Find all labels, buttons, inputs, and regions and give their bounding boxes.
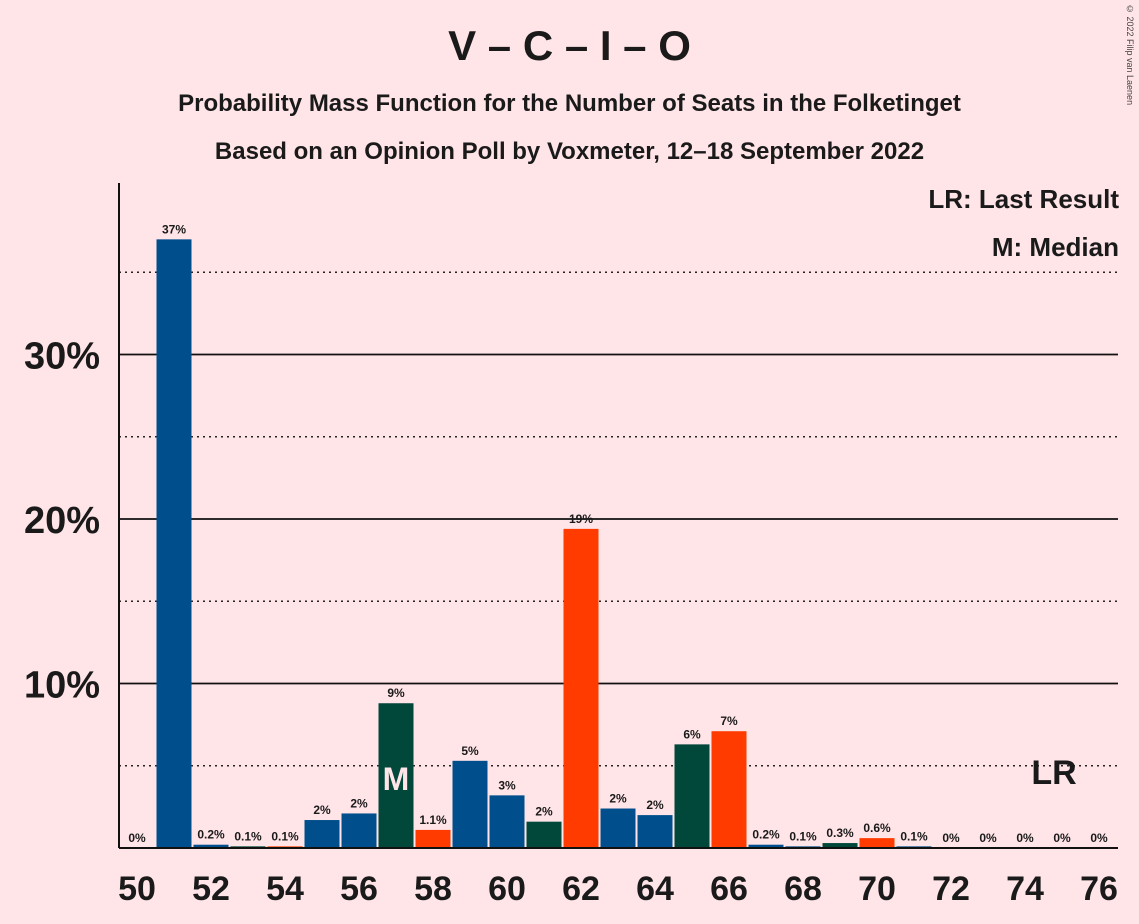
x-tick-label: 62 <box>562 870 600 908</box>
x-tick-label: 64 <box>636 870 674 908</box>
data-label: 0.3% <box>826 826 854 840</box>
last-result-marker: LR <box>1031 754 1076 792</box>
data-label: 9% <box>387 686 405 700</box>
data-label: 2% <box>313 803 331 817</box>
bar-seat-66 <box>711 731 747 848</box>
y-tick-label: 10% <box>24 665 100 707</box>
bar-seat-70 <box>859 838 895 848</box>
chart-title: V – C – I – O <box>448 22 691 69</box>
data-label: 0.1% <box>900 829 928 843</box>
data-label: 0.1% <box>234 829 262 843</box>
x-tick-label: 50 <box>118 870 156 908</box>
bar-seat-65 <box>674 744 710 848</box>
bar-seat-63 <box>600 808 636 848</box>
data-label: 0% <box>1016 831 1034 845</box>
data-label: 1.1% <box>419 813 447 827</box>
data-label: 2% <box>646 798 664 812</box>
bar-seat-69 <box>822 843 858 848</box>
bar-seat-61 <box>526 821 562 848</box>
bar-seat-64 <box>637 815 673 848</box>
x-tick-label: 76 <box>1080 870 1118 908</box>
data-label: 0.1% <box>789 829 817 843</box>
median-marker: M <box>383 761 410 797</box>
data-label: 37% <box>162 222 186 236</box>
chart-subtitle: Probability Mass Function for the Number… <box>178 90 961 117</box>
y-tick-label: 30% <box>24 336 100 378</box>
data-label: 2% <box>350 796 368 810</box>
x-tick-label: 58 <box>414 870 452 908</box>
bar-seat-62 <box>563 528 599 848</box>
x-tick-label: 74 <box>1006 870 1044 908</box>
legend-median: M: Median <box>991 232 1119 262</box>
bar-seat-58 <box>415 829 451 848</box>
bar-seat-57 <box>378 703 414 848</box>
bar-seat-60 <box>489 795 525 848</box>
data-label: 0.2% <box>197 828 225 842</box>
bar-seat-59 <box>452 760 488 848</box>
data-label: 0.1% <box>271 829 299 843</box>
bar-seat-67 <box>748 844 784 848</box>
x-tick-label: 68 <box>784 870 822 908</box>
legend-last-result: LR: Last Result <box>928 184 1119 214</box>
data-label: 0.2% <box>752 828 780 842</box>
data-label: 0% <box>1053 831 1071 845</box>
data-label: 3% <box>498 778 516 792</box>
x-tick-label: 56 <box>340 870 378 908</box>
data-label: 0% <box>942 831 960 845</box>
data-label: 0.6% <box>863 821 891 835</box>
data-label: 2% <box>609 792 627 806</box>
bar-seat-52 <box>193 844 229 848</box>
data-label: 6% <box>683 727 701 741</box>
data-label: 7% <box>720 714 738 728</box>
data-label: 2% <box>535 805 553 819</box>
data-label: 19% <box>569 512 593 526</box>
x-tick-label: 60 <box>488 870 526 908</box>
data-label: 0% <box>128 831 146 845</box>
data-label: 0% <box>1090 831 1108 845</box>
x-tick-label: 72 <box>932 870 970 908</box>
x-tick-label: 66 <box>710 870 748 908</box>
x-tick-label: 52 <box>192 870 230 908</box>
y-tick-label: 20% <box>24 500 100 542</box>
x-tick-label: 70 <box>858 870 896 908</box>
chart-source-line: Based on an Opinion Poll by Voxmeter, 12… <box>214 138 925 165</box>
bar-seat-56 <box>341 813 377 848</box>
bar-seat-55 <box>304 820 340 848</box>
data-label: 5% <box>461 744 479 758</box>
data-label: 0% <box>979 831 997 845</box>
x-tick-label: 54 <box>266 870 304 908</box>
bar-seat-51 <box>156 239 192 849</box>
copyright-notice: © 2022 Filip van Laenen <box>1125 4 1135 106</box>
